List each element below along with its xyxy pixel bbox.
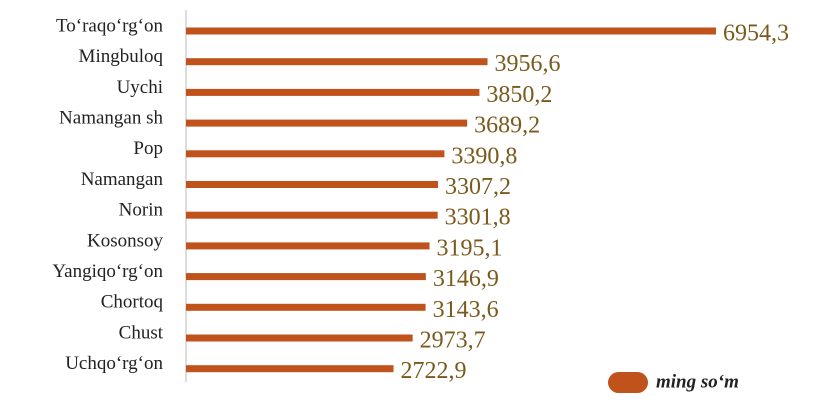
legend-label: ming so‘m xyxy=(656,371,739,392)
data-label: 6954,3 xyxy=(723,21,789,47)
bar xyxy=(186,211,438,219)
bar xyxy=(186,334,413,342)
y-tick-label: Namangan sh xyxy=(59,107,163,128)
y-tick-label: Chortoq xyxy=(101,292,164,313)
data-label: 3956,6 xyxy=(495,51,561,77)
bar xyxy=(186,273,426,281)
bar xyxy=(186,27,716,35)
data-label: 3307,2 xyxy=(445,174,511,200)
y-tick-label: Chust xyxy=(119,322,164,343)
bar xyxy=(186,150,445,158)
bar xyxy=(186,365,394,373)
data-label: 3689,2 xyxy=(474,113,540,139)
data-label: 2973,7 xyxy=(420,328,486,354)
y-tick-label: Kosonsoy xyxy=(87,230,164,251)
bar xyxy=(186,119,468,127)
data-label: 3390,8 xyxy=(451,143,517,169)
data-label: 3146,9 xyxy=(433,266,499,292)
y-tick-label: Uychi xyxy=(117,77,163,98)
y-tick-label: Pop xyxy=(133,138,163,159)
y-tick-label: Mingbuloq xyxy=(79,46,164,67)
y-tick-label: Yangiqo‘rg‘on xyxy=(52,261,163,282)
data-label: 3850,2 xyxy=(486,82,552,108)
data-label: 3195,1 xyxy=(437,235,503,261)
bar xyxy=(186,58,488,66)
y-tick-label: Namangan xyxy=(81,169,164,190)
y-tick-label: Uchqo‘rg‘on xyxy=(65,353,163,374)
data-label: 2722,9 xyxy=(401,358,467,384)
bar xyxy=(186,303,426,311)
bar xyxy=(186,181,439,188)
bar xyxy=(186,242,430,250)
data-label: 3301,8 xyxy=(445,205,511,231)
bar xyxy=(186,88,480,96)
data-label: 3143,6 xyxy=(433,297,499,323)
legend-swatch xyxy=(608,372,648,393)
y-tick-label: Norin xyxy=(119,200,164,221)
y-tick-label: To‘raqo‘rg‘on xyxy=(56,15,164,36)
